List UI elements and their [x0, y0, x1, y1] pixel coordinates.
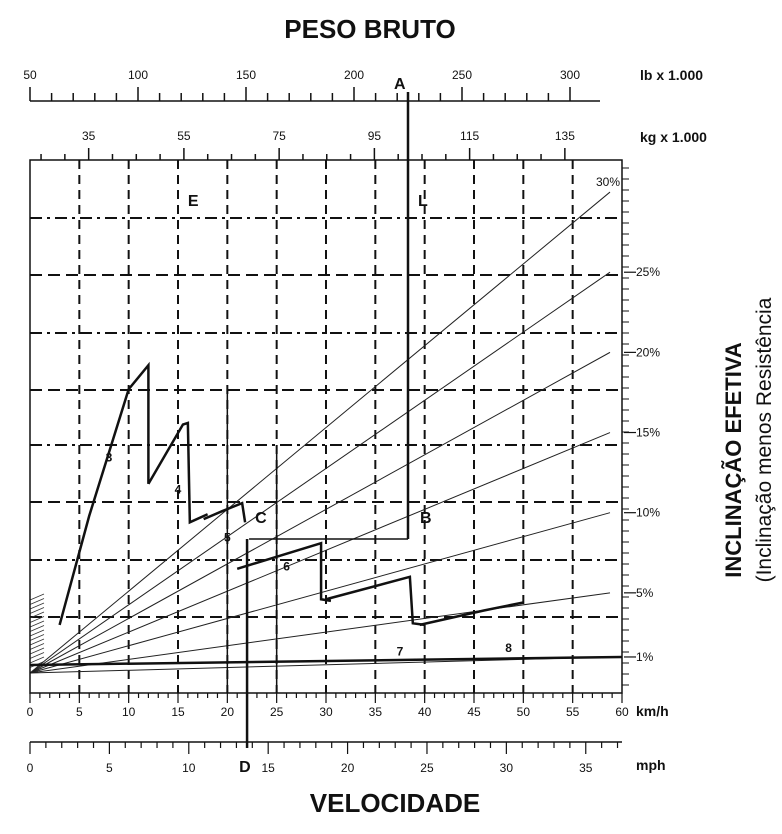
gear-curve-5 — [203, 501, 247, 523]
mph-tick-label: 15 — [262, 761, 276, 775]
gear-curve-6 — [236, 541, 332, 603]
point-label-l: L — [418, 193, 428, 210]
gear-label: 7 — [397, 644, 404, 658]
chart-axes — [29, 87, 636, 754]
kg-tick-label: 95 — [368, 129, 382, 143]
hatch-mark — [29, 598, 45, 605]
kg-tick-label: 55 — [177, 129, 191, 143]
point-label-b: B — [420, 510, 432, 527]
kg-tick-label: 75 — [272, 129, 286, 143]
hatch-mark — [29, 593, 45, 601]
grade-line — [29, 271, 611, 674]
gear-curve-7 — [325, 575, 425, 627]
kg-tick-label: 115 — [460, 129, 479, 143]
kmh-tick-label: 0 — [27, 705, 34, 719]
grade-label: 15% — [636, 426, 660, 440]
grade-label: 1% — [636, 650, 654, 664]
kmh-unit-label: km/h — [636, 703, 669, 719]
hatch-mark — [29, 602, 45, 610]
point-label-a: A — [394, 76, 406, 93]
point-label-d: D — [239, 759, 251, 776]
hatch-mark — [29, 620, 45, 628]
kmh-tick-label: 40 — [418, 705, 432, 719]
hatch-mark — [29, 625, 45, 632]
point-label-e: E — [188, 193, 199, 210]
hatch-mark — [29, 638, 45, 646]
grade-label: 30% — [596, 175, 620, 189]
chart-grid — [29, 160, 622, 693]
lb-unit-label: lb x 1.000 — [640, 67, 703, 83]
hatch-mark — [29, 607, 45, 614]
kmh-tick-label: 50 — [517, 705, 531, 719]
hatch-mark — [29, 652, 45, 659]
x-axis-title: VELOCIDADE — [310, 788, 480, 818]
lb-tick-label: 150 — [236, 68, 256, 82]
gear-label: 4 — [175, 482, 182, 496]
chart-text: PESO BRUTO VELOCIDADE INCLINAÇÃO EFETIVA… — [23, 14, 776, 818]
hatch-mark — [29, 647, 45, 655]
hatch-mark — [29, 643, 45, 650]
mph-unit-label: mph — [636, 757, 666, 773]
kg-unit-label: kg x 1.000 — [640, 129, 707, 145]
kmh-tick-label: 10 — [122, 705, 136, 719]
kmh-tick-label: 5 — [76, 705, 83, 719]
kg-tick-label: 135 — [555, 129, 575, 143]
hatch-mark — [29, 656, 45, 664]
grade-line — [29, 592, 611, 674]
grade-label: 20% — [636, 345, 660, 359]
hatch-mark — [29, 629, 45, 637]
hatch-mark — [29, 611, 45, 619]
lb-tick-label: 50 — [23, 68, 37, 82]
y-axis-subtitle: (Inclinação menos Resistência — [753, 297, 776, 582]
gear-curve-3 — [58, 361, 150, 626]
kmh-tick-label: 25 — [270, 705, 284, 719]
grade-label: 5% — [636, 586, 654, 600]
kmh-tick-label: 45 — [467, 705, 481, 719]
grade-label: 25% — [636, 265, 660, 279]
gear-label: 3 — [106, 450, 113, 464]
y-axis-title: INCLINAÇÃO EFETIVA — [721, 342, 746, 578]
mph-tick-label: 10 — [182, 761, 196, 775]
kmh-tick-label: 55 — [566, 705, 580, 719]
hatch-mark — [29, 616, 45, 623]
example-path — [226, 92, 410, 748]
kmh-tick-label: 20 — [221, 705, 235, 719]
rimpull-bottom-line — [29, 655, 623, 667]
grade-line — [29, 351, 611, 674]
mph-tick-label: 30 — [500, 761, 514, 775]
gear-curve-8 — [419, 601, 524, 627]
gear-label: 6 — [283, 559, 290, 573]
hatch-mark — [29, 634, 45, 641]
chart-title: PESO BRUTO — [284, 14, 455, 44]
grade-line — [29, 191, 611, 674]
gear-label: 8 — [505, 641, 512, 655]
kmh-tick-label: 60 — [615, 705, 629, 719]
gear-label: 5 — [224, 531, 231, 545]
lb-tick-label: 100 — [128, 68, 148, 82]
kmh-tick-label: 35 — [369, 705, 383, 719]
mph-tick-label: 20 — [341, 761, 355, 775]
mph-tick-label: 5 — [106, 761, 113, 775]
mph-tick-label: 25 — [420, 761, 434, 775]
kmh-tick-label: 15 — [171, 705, 185, 719]
lb-tick-label: 200 — [344, 68, 364, 82]
kmh-tick-label: 30 — [319, 705, 333, 719]
mph-tick-label: 0 — [27, 761, 34, 775]
lb-tick-label: 250 — [452, 68, 472, 82]
gear-curve-4 — [147, 421, 209, 525]
lb-tick-label: 300 — [560, 68, 580, 82]
grade-label: 10% — [636, 506, 660, 520]
kg-tick-label: 35 — [82, 129, 96, 143]
rimpull-curves — [29, 361, 623, 667]
mph-tick-label: 35 — [579, 761, 593, 775]
point-label-c: C — [255, 510, 267, 527]
